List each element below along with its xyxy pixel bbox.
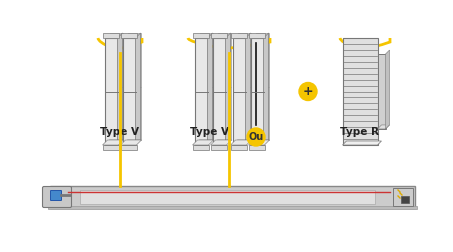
Polygon shape [386,50,390,129]
Bar [342,38,377,145]
Polygon shape [207,33,212,145]
Bar [120,145,136,150]
Bar [249,145,265,150]
Circle shape [299,82,317,101]
Bar [212,38,226,145]
Bar [249,33,265,38]
Bar [80,190,375,204]
Text: Ou: Ou [248,132,264,142]
Text: Type V: Type V [191,127,230,137]
Bar [50,186,415,208]
Bar [393,188,413,206]
Bar [193,145,208,150]
Bar [217,33,231,140]
Bar [48,206,417,209]
Bar [127,33,140,140]
Text: Type V: Type V [101,127,140,137]
Polygon shape [232,140,251,145]
Bar [193,33,208,38]
Polygon shape [193,140,213,145]
Bar [102,33,119,38]
Polygon shape [105,140,122,145]
Bar [231,33,246,38]
Bar [231,145,246,150]
Bar [211,145,226,150]
Bar [401,196,409,203]
Polygon shape [249,140,270,145]
Bar [377,54,386,129]
Bar [237,33,251,140]
Polygon shape [211,140,231,145]
Polygon shape [122,140,140,145]
Bar [110,33,122,140]
Polygon shape [226,33,231,145]
Bar [255,33,269,140]
Bar [122,38,135,145]
Bar [120,33,136,38]
Polygon shape [377,125,390,129]
Polygon shape [120,140,141,145]
Bar [199,33,212,140]
Bar [194,38,207,145]
Polygon shape [342,141,381,145]
Polygon shape [194,140,212,145]
Polygon shape [264,33,269,145]
FancyBboxPatch shape [50,191,62,201]
Bar [232,38,246,145]
Polygon shape [246,33,251,145]
Text: +: + [303,85,313,98]
Polygon shape [212,140,231,145]
Circle shape [247,128,265,146]
FancyBboxPatch shape [43,186,72,207]
Text: Type R: Type R [341,127,380,137]
Polygon shape [135,33,140,145]
Polygon shape [117,33,122,145]
Polygon shape [231,140,251,145]
Polygon shape [251,140,269,145]
Bar [251,38,264,145]
Bar [211,33,226,38]
Bar [105,38,117,145]
Bar [102,145,119,150]
Polygon shape [102,140,124,145]
